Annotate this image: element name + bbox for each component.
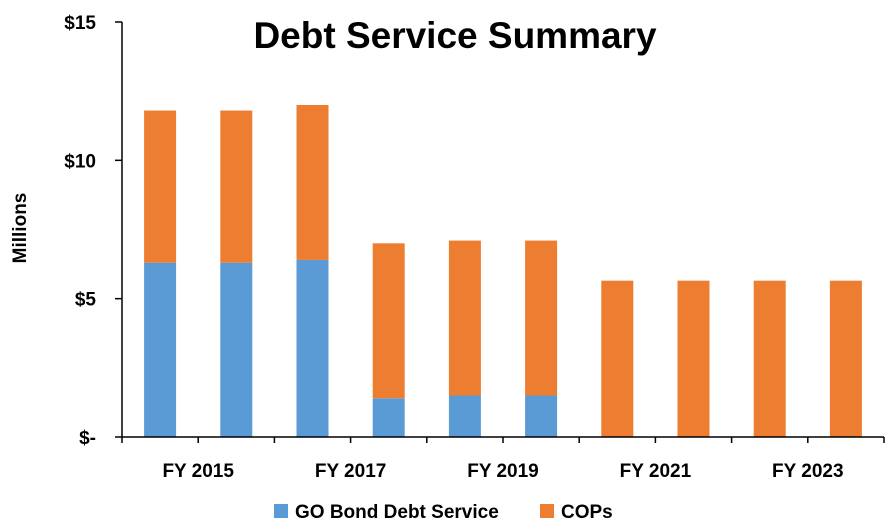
- bar-cops-3: [372, 243, 405, 399]
- bar-cops-4: [448, 240, 481, 396]
- legend-label-go-bond: GO Bond Debt Service: [295, 502, 499, 523]
- legend-swatch-cops: [540, 504, 554, 518]
- y-tick-label: $10: [64, 151, 96, 172]
- legend-label-cops: COPs: [561, 502, 613, 523]
- chart-title: Debt Service Summary: [253, 15, 657, 56]
- bar-cops-1: [220, 110, 253, 263]
- bar-go-bond-3: [372, 398, 405, 437]
- bar-cops-9: [829, 280, 862, 437]
- x-tick-label: FY 2019: [467, 461, 538, 482]
- y-tick-label: $-: [79, 428, 96, 449]
- bar-cops-7: [677, 280, 710, 437]
- bar-go-bond-5: [525, 395, 558, 437]
- bar-cops-2: [296, 105, 329, 260]
- legend: GO Bond Debt Service COPs: [274, 502, 613, 523]
- bar-go-bond-1: [220, 262, 253, 437]
- legend-swatch-go-bond: [274, 504, 288, 518]
- bar-cops-5: [525, 240, 558, 396]
- y-ticks-group: $- $5 $10 $15: [64, 13, 122, 449]
- y-tick-label: $15: [64, 13, 96, 34]
- y-tick-label: $5: [75, 290, 97, 311]
- bar-go-bond-2: [296, 259, 329, 437]
- bar-cops-6: [601, 280, 634, 437]
- x-tick-label: FY 2021: [620, 461, 692, 482]
- bar-cops-8: [753, 280, 786, 437]
- bar-cops-0: [144, 110, 177, 263]
- bar-go-bond-0: [144, 262, 177, 437]
- x-tick-label: FY 2017: [315, 461, 386, 482]
- x-ticks-group: FY 2015 FY 2017 FY 2019 FY 2021 FY 2023: [121, 437, 885, 482]
- bar-go-bond-4: [448, 395, 481, 437]
- x-tick-label: FY 2023: [772, 461, 843, 482]
- x-tick-label: FY 2015: [162, 461, 234, 482]
- y-axis-title: Millions: [10, 193, 31, 264]
- bars-group: [144, 105, 862, 437]
